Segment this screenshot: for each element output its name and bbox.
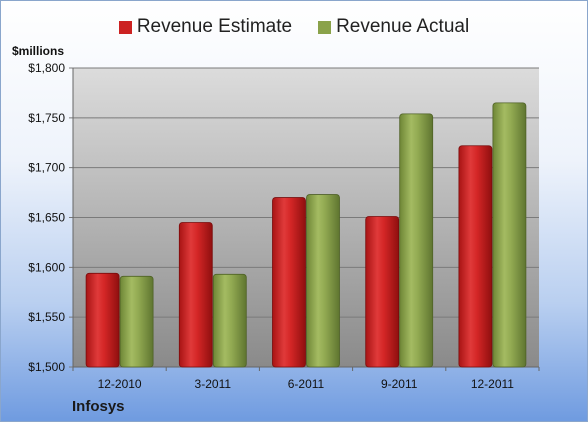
y-tick-label: $1,750 — [28, 111, 65, 125]
bar-estimate — [365, 216, 400, 368]
legend-label-estimate: Revenue Estimate — [136, 16, 293, 37]
bar-estimate — [458, 145, 493, 368]
legend-label-actual: Revenue Actual — [336, 16, 470, 37]
y-tick-label: $1,800 — [28, 61, 65, 75]
bar-actual — [212, 273, 247, 368]
y-tick-label: $1,650 — [28, 211, 65, 225]
x-tick-label: 12-2010 — [98, 377, 142, 391]
legend: Revenue Estimate Revenue Actual — [0, 16, 588, 38]
legend-swatch-estimate — [118, 20, 132, 34]
y-tick-label: $1,700 — [28, 161, 65, 175]
bar-estimate — [272, 197, 306, 368]
bar-actual — [306, 194, 340, 368]
bar-actual — [399, 113, 434, 368]
bar-actual — [119, 275, 154, 368]
bar-estimate — [85, 272, 120, 368]
legend-swatch-actual — [318, 20, 332, 34]
y-tick-label: $1,550 — [28, 310, 65, 324]
y-tick-label: $1,500 — [28, 360, 65, 374]
bar-actual — [492, 102, 527, 368]
y-tick-label: $1,600 — [28, 260, 65, 274]
legend-item-estimate: Revenue Estimate — [118, 16, 293, 38]
x-tick-label: 9-2011 — [381, 377, 418, 391]
company-label: Infosys — [72, 398, 125, 415]
legend-item-actual: Revenue Actual — [318, 16, 469, 38]
x-tick-label: 3-2011 — [195, 377, 232, 391]
bar-estimate — [178, 222, 213, 368]
x-tick-label: 6-2011 — [288, 377, 325, 391]
unit-label: $millions — [12, 44, 65, 58]
x-tick-label: 12-2011 — [471, 377, 514, 391]
